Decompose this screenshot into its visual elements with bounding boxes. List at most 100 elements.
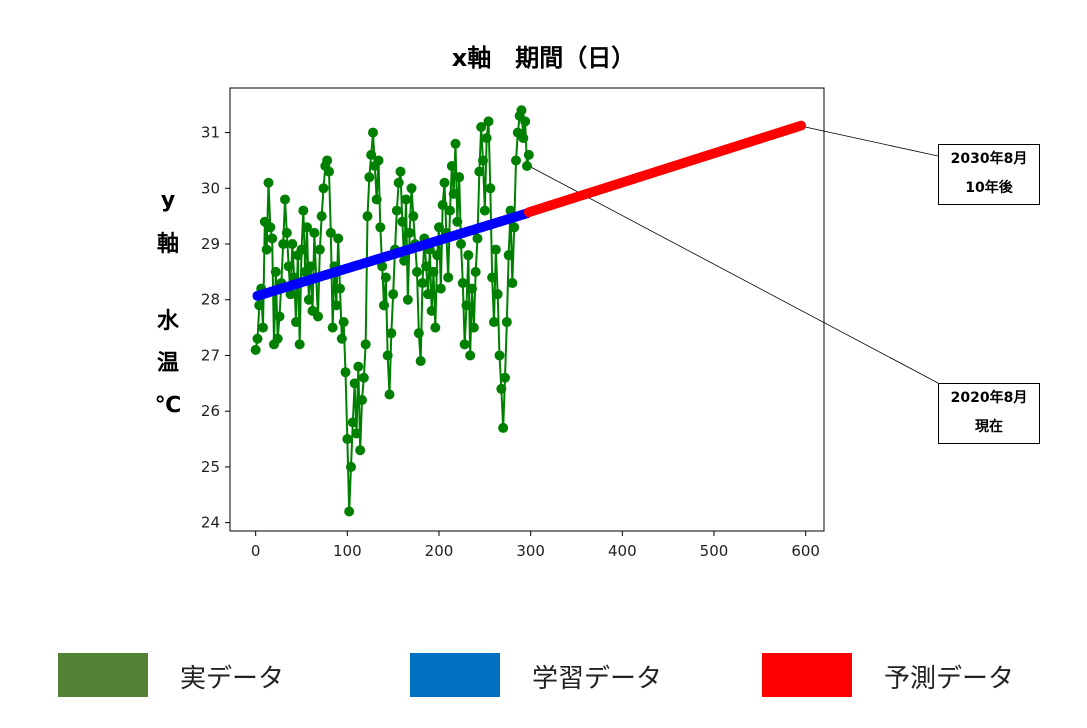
data-point bbox=[415, 356, 426, 367]
data-point bbox=[421, 261, 432, 272]
data-point bbox=[283, 261, 294, 272]
data-point bbox=[281, 227, 292, 238]
y-axis-label-unit: ℃ bbox=[154, 393, 182, 418]
data-point bbox=[399, 255, 410, 266]
data-point bbox=[463, 250, 474, 261]
data-point bbox=[316, 211, 327, 222]
y-tick-label: 31 bbox=[201, 124, 220, 142]
legend-label-actual: 実データ bbox=[180, 664, 285, 694]
data-point bbox=[408, 211, 419, 222]
data-point bbox=[291, 317, 301, 328]
data-point bbox=[434, 222, 444, 233]
series-layer bbox=[250, 105, 807, 517]
data-point bbox=[313, 311, 323, 322]
data-point bbox=[272, 333, 283, 344]
data-point bbox=[325, 227, 336, 238]
data-point bbox=[483, 116, 494, 127]
axis-ticks: 0 100 200 300 400 500 600 24 25 26 27 28 29 30 31 bbox=[201, 124, 820, 560]
data-point bbox=[490, 244, 501, 255]
data-point bbox=[351, 428, 362, 439]
data-point bbox=[335, 283, 345, 294]
data-point bbox=[406, 183, 417, 194]
y-tick-label: 25 bbox=[201, 458, 220, 476]
data-point bbox=[522, 161, 532, 172]
data-point bbox=[393, 177, 404, 188]
data-point bbox=[382, 350, 393, 361]
y-axis-label-temp: 温 bbox=[156, 351, 179, 376]
data-point bbox=[347, 417, 358, 428]
data-point bbox=[503, 250, 514, 261]
data-point bbox=[265, 222, 276, 233]
data-point bbox=[287, 239, 298, 250]
data-point bbox=[430, 322, 441, 333]
data-point bbox=[445, 205, 455, 216]
data-point bbox=[481, 133, 492, 144]
data-point bbox=[401, 194, 411, 205]
data-point bbox=[261, 244, 272, 255]
data-point bbox=[439, 177, 450, 188]
data-point bbox=[485, 183, 496, 194]
x-tick-label: 400 bbox=[608, 542, 637, 560]
data-point bbox=[340, 367, 351, 378]
data-point bbox=[355, 445, 366, 456]
data-point bbox=[371, 194, 382, 205]
y-axis-label-axis: 軸 bbox=[156, 232, 179, 257]
series-2 bbox=[523, 120, 807, 218]
data-point bbox=[487, 272, 498, 283]
data-point bbox=[523, 149, 534, 160]
data-point bbox=[478, 155, 488, 166]
data-point bbox=[336, 333, 347, 344]
callout-forecast-date: 2030年8月 bbox=[950, 151, 1028, 167]
x-tick-label: 0 bbox=[251, 542, 261, 560]
data-point bbox=[252, 333, 263, 344]
data-point bbox=[435, 283, 446, 294]
data-point bbox=[357, 395, 367, 406]
data-point bbox=[274, 311, 285, 322]
data-point bbox=[338, 317, 349, 328]
data-point bbox=[496, 383, 507, 394]
data-point bbox=[395, 166, 406, 177]
y-tick-label: 26 bbox=[201, 402, 220, 420]
data-point bbox=[454, 172, 465, 183]
data-point bbox=[470, 266, 481, 277]
data-point bbox=[258, 322, 268, 333]
data-point bbox=[413, 328, 424, 339]
plot-area-frame bbox=[229, 87, 825, 532]
data-point bbox=[314, 244, 325, 255]
data-point bbox=[344, 506, 355, 517]
data-point bbox=[324, 166, 334, 177]
data-point bbox=[305, 261, 316, 272]
data-point bbox=[423, 289, 433, 300]
data-point bbox=[509, 222, 520, 233]
data-point bbox=[426, 305, 437, 316]
y-tick-label: 27 bbox=[201, 346, 220, 364]
x-tick-label: 600 bbox=[791, 542, 820, 560]
legend-swatch-prediction bbox=[762, 653, 852, 697]
data-point bbox=[468, 322, 479, 333]
data-point bbox=[362, 211, 373, 222]
data-point bbox=[498, 422, 509, 433]
data-point bbox=[380, 272, 391, 283]
chart-title: x軸 期間（日） bbox=[451, 44, 636, 72]
data-point bbox=[479, 205, 490, 216]
data-point bbox=[342, 434, 353, 445]
data-point bbox=[432, 250, 443, 261]
data-point bbox=[443, 272, 454, 283]
data-point bbox=[250, 344, 261, 355]
data-point bbox=[303, 294, 314, 305]
x-tick-label: 100 bbox=[333, 542, 362, 560]
data-point bbox=[349, 378, 360, 389]
y-axis-label-water: 水 bbox=[156, 309, 179, 334]
data-point bbox=[520, 116, 531, 127]
series-line bbox=[254, 109, 530, 512]
data-point bbox=[494, 350, 505, 361]
legend-swatch-training bbox=[410, 653, 500, 697]
data-point bbox=[346, 461, 356, 472]
series-0 bbox=[250, 105, 534, 517]
data-point bbox=[404, 227, 415, 238]
callout-forecast: 2030年8月 10年後 bbox=[938, 144, 1040, 205]
legend-label-prediction: 予測データ bbox=[884, 664, 1015, 694]
data-point bbox=[446, 161, 457, 172]
data-point bbox=[368, 127, 378, 138]
